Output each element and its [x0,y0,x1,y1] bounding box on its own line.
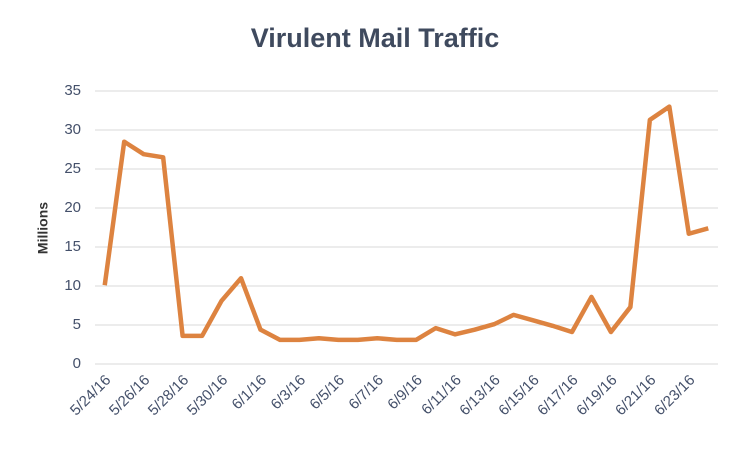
chart-title: Virulent Mail Traffic [251,23,500,53]
x-tick-label: 6/11/16 [418,372,465,419]
x-tick-label: 5/30/16 [184,372,231,419]
x-tick-label: 6/13/16 [456,372,503,419]
x-tick-label: 6/21/16 [612,372,659,419]
y-tick-label: 5 [73,316,81,333]
x-tick-label: 6/3/16 [268,372,310,414]
x-tick-label: 5/28/16 [145,372,192,419]
x-tick-label: 6/5/16 [306,372,348,414]
y-tick-label: 30 [64,121,81,138]
y-tick-label: 0 [73,355,81,372]
y-tick-label: 25 [64,160,81,177]
x-tick-label: 6/17/16 [534,372,581,419]
x-tick-label: 5/24/16 [67,372,114,419]
y-axis-title: Millions [35,202,51,254]
y-tick-label: 35 [64,82,81,99]
y-tick-label: 15 [64,238,81,255]
y-tick-label: 10 [64,277,81,294]
x-tick-label: 6/19/16 [573,372,620,419]
x-tick-label: 6/23/16 [651,372,698,419]
x-tick-label: 6/1/16 [229,372,271,414]
x-tick-label: 6/15/16 [495,372,542,419]
x-tick-label: 5/26/16 [106,372,153,419]
x-tick-label: 6/7/16 [345,372,387,414]
data-line [102,104,709,343]
y-tick-label: 20 [64,199,81,216]
